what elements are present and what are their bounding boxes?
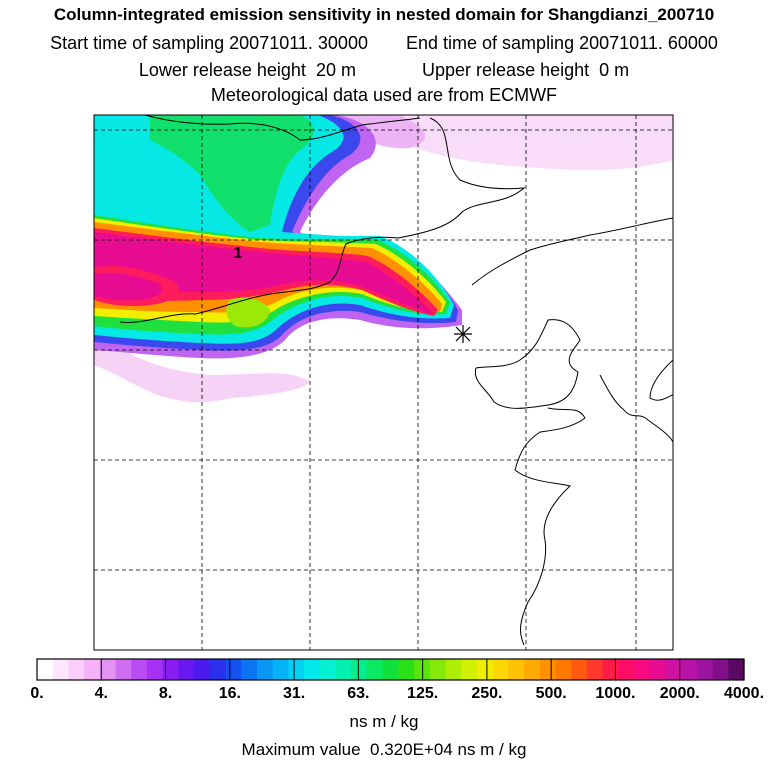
colorbar-tick-label: 250. bbox=[471, 685, 503, 702]
colorbar-swatch bbox=[162, 659, 179, 680]
map-frame bbox=[93, 114, 674, 651]
colorbar-swatch bbox=[84, 659, 101, 680]
upper-height-value: 0 m bbox=[599, 60, 630, 80]
colorbar-swatch bbox=[728, 659, 745, 680]
colorbar-swatch bbox=[461, 659, 478, 680]
colorbar-swatch bbox=[476, 659, 494, 680]
colorbar-swatch bbox=[696, 659, 714, 680]
colorbar-swatch bbox=[398, 659, 415, 680]
haze-low-sensitivity bbox=[94, 330, 310, 403]
colorbar-swatch bbox=[555, 659, 572, 680]
release-height-line: Lower release height 20 m Upper release … bbox=[0, 60, 768, 81]
max-value-label: Maximum value bbox=[241, 740, 361, 759]
colorbar-frame bbox=[36, 658, 745, 681]
colorbar-swatch bbox=[194, 659, 211, 680]
colorbar-units: ns m / kg bbox=[349, 712, 419, 731]
colorbar-swatch bbox=[131, 659, 148, 680]
sensitivity-field bbox=[94, 115, 673, 650]
lower-height-value: 20 m bbox=[315, 60, 356, 80]
colorbar-swatch bbox=[335, 659, 352, 680]
west-patch-max bbox=[94, 272, 162, 301]
colorbar-swatch bbox=[445, 659, 462, 680]
colorbar-tick-label: 125. bbox=[407, 685, 439, 702]
coast-east bbox=[474, 319, 581, 409]
colorbar-swatch bbox=[209, 659, 227, 680]
colorbar-swatch bbox=[351, 659, 368, 680]
colorbar-swatch bbox=[649, 659, 667, 680]
coast-shandong bbox=[514, 407, 586, 646]
colorbar-swatch bbox=[178, 659, 195, 680]
met-data-line: Meteorological data used are from ECMWF bbox=[210, 85, 558, 105]
colorbar-tick-label: 2000. bbox=[659, 685, 700, 702]
colorbar-swatch bbox=[272, 659, 289, 680]
coast-korea-2 bbox=[649, 359, 673, 401]
max-value: 0.320E+04 bbox=[370, 740, 453, 759]
colorbar-separators bbox=[100, 659, 681, 680]
colorbar-tick-label: 63. bbox=[347, 685, 370, 702]
colorbar-swatch bbox=[52, 659, 70, 680]
colorbar-tick-label: 0. bbox=[30, 685, 44, 702]
colorbar-swatch bbox=[304, 659, 321, 680]
colorbar-swatch bbox=[37, 659, 54, 680]
graticule bbox=[94, 115, 673, 650]
coast-liaodong bbox=[471, 217, 673, 286]
green-southwest bbox=[226, 297, 270, 328]
figure-title: Column-integrated emission sensitivity i… bbox=[53, 5, 715, 24]
colorbar-swatch bbox=[382, 659, 399, 680]
colorbar-swatch bbox=[539, 659, 557, 680]
coastlines bbox=[119, 115, 673, 646]
colorbar-swatch bbox=[665, 659, 682, 680]
colorbar-swatch bbox=[288, 659, 305, 680]
colorbar bbox=[37, 659, 745, 680]
upper-height-label: Upper release height bbox=[422, 60, 590, 80]
colorbar-swatch bbox=[366, 659, 384, 680]
end-time-value: 20071011. 60000 bbox=[579, 33, 718, 53]
colorbar-tick-label: 500. bbox=[535, 685, 567, 702]
colorbar-swatch bbox=[256, 659, 274, 680]
start-time-label: Start time of sampling bbox=[50, 33, 225, 53]
start-time-value: 20071011. 30000 bbox=[229, 33, 368, 53]
contour-label: 1 bbox=[234, 245, 243, 262]
colorbar-swatch bbox=[602, 659, 619, 680]
colorbar-tick-label: 4000. bbox=[723, 685, 765, 702]
plume-max bbox=[94, 232, 432, 314]
colorbar-swatch bbox=[225, 659, 242, 680]
colorbar-tick-label: 31. bbox=[282, 685, 306, 702]
colorbar-swatch bbox=[146, 659, 164, 680]
max-value-units: ns m / kg bbox=[457, 740, 527, 759]
lower-height-label: Lower release height bbox=[138, 60, 306, 80]
colorbar-swatch bbox=[508, 659, 525, 680]
colorbar-tick-label: 16. bbox=[218, 685, 241, 702]
colorbar-swatch bbox=[241, 659, 258, 680]
colorbar-swatch bbox=[492, 659, 509, 680]
green-region bbox=[150, 115, 314, 232]
colorbar-swatch bbox=[99, 659, 117, 680]
colorbar-tick-label: 8. bbox=[158, 685, 173, 702]
colorbar-tick-label: 1000. bbox=[595, 685, 636, 702]
colorbar-swatch bbox=[618, 659, 635, 680]
receptor-star-icon bbox=[454, 325, 472, 343]
coast-korea bbox=[599, 374, 673, 443]
colorbar-swatch bbox=[571, 659, 588, 680]
colorbar-tick-label: 4. bbox=[94, 685, 108, 702]
colorbar-swatch bbox=[586, 659, 604, 680]
colorbar-swatch bbox=[68, 659, 85, 680]
colorbar-swatch bbox=[634, 659, 651, 680]
colorbar-swatch bbox=[429, 659, 447, 680]
colorbar-swatch bbox=[524, 659, 541, 680]
colorbar-swatch bbox=[681, 659, 698, 680]
colorbar-swatch bbox=[115, 659, 132, 680]
maximum-value-line: Maximum value 0.320E+04 ns m / kg bbox=[0, 740, 768, 760]
colorbar-swatch bbox=[712, 659, 729, 680]
sampling-time-line: Start time of sampling 20071011. 30000 E… bbox=[0, 33, 768, 54]
end-time-label: End time of sampling bbox=[406, 33, 575, 53]
colorbar-swatch bbox=[319, 659, 337, 680]
coast-bohai bbox=[119, 117, 526, 323]
border-line-north bbox=[144, 115, 421, 141]
